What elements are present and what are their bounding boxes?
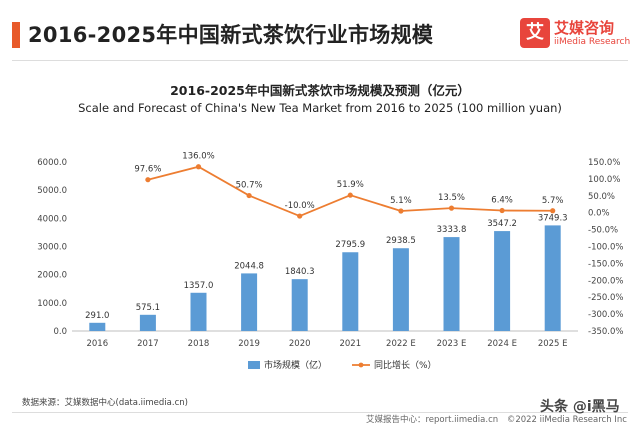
growth-point <box>347 192 353 198</box>
growth-line <box>147 165 553 218</box>
growth-point <box>297 213 303 219</box>
iimedia-logo: 艾 艾媒咨询 iiMedia Research <box>520 16 632 52</box>
y-right-tick-label: -150.0% <box>588 259 623 269</box>
x-tick-label: 2022 E <box>386 339 416 349</box>
growth-data-label: 51.9% <box>337 180 364 190</box>
y-left-tick-label: 6000.0 <box>37 158 67 168</box>
footer-report-center[interactable]: 艾媒报告中心：report.iimedia.cn <box>366 415 499 425</box>
bar-data-label: 3333.8 <box>437 225 467 235</box>
legend-bar-label: 市场规模（亿） <box>264 359 327 371</box>
y-left-tick-label: 3000.0 <box>37 243 67 253</box>
x-tick-label: 2017 <box>137 339 159 349</box>
x-tick-label: 2016 <box>86 339 108 349</box>
y-right-tick-label: 150.0% <box>588 158 620 168</box>
growth-data-label: 136.0% <box>182 152 214 162</box>
y-left-tick-label: 2000.0 <box>37 271 67 281</box>
y-left-tick-label: 4000.0 <box>37 214 67 224</box>
chart-subtitle: Scale and Forecast of China's New Tea Ma… <box>78 101 562 115</box>
growth-point <box>499 207 505 214</box>
chart-title: 2016-2025年中国新式茶饮市场规模及预测（亿元） <box>170 83 470 98</box>
logo-mark-icon: 艾 <box>520 18 550 48</box>
header-divider <box>12 60 628 61</box>
growth-data-label: 6.4% <box>491 196 513 206</box>
bar <box>342 252 359 331</box>
growth-point <box>398 208 404 214</box>
growth-data-label: 97.6% <box>134 165 161 175</box>
legend-bar-swatch <box>248 361 260 369</box>
bar <box>89 322 106 331</box>
bar-data-label: 2938.5 <box>386 236 416 246</box>
y-right-tick-label: 100.0% <box>588 175 620 185</box>
growth-data-label: 5.1% <box>390 196 412 206</box>
bar-data-label: 2795.9 <box>335 240 365 250</box>
x-tick-label: 2024 E <box>487 339 517 349</box>
growth-data-label: 5.7% <box>542 196 564 206</box>
y-right-tick-label: 0.0% <box>588 209 610 219</box>
bar <box>190 292 207 331</box>
y-right-tick-label: -350.0% <box>588 327 623 337</box>
bar <box>241 273 258 331</box>
x-tick-label: 2023 E <box>437 339 467 349</box>
source-note: 数据来源：艾媒数据中心(data.iimedia.cn) <box>22 398 188 408</box>
bar-data-label: 1357.0 <box>184 281 214 291</box>
legend-line-label: 同比增长（%） <box>374 359 437 371</box>
bar <box>443 237 460 331</box>
growth-point <box>448 205 455 211</box>
legend-line-marker <box>358 362 364 368</box>
footer: 艾媒报告中心：report.iimedia.cn ©2022 iiMedia R… <box>366 413 633 425</box>
y-left-tick-label: 5000.0 <box>37 186 67 196</box>
page-title: 2016-2025年中国新式茶饮行业市场规模 <box>28 23 434 47</box>
bar-data-label: 2044.8 <box>234 261 264 271</box>
y-right-tick-label: -200.0% <box>588 276 623 286</box>
y-right-tick-label: -250.0% <box>588 293 623 303</box>
y-left-tick-label: 0.0 <box>53 327 67 337</box>
growth-point <box>246 192 252 199</box>
growth-data-label: -10.0% <box>285 201 315 211</box>
y-right-tick-label: 50.0% <box>588 192 615 202</box>
bar <box>544 225 561 331</box>
x-tick-label: 2025 E <box>538 339 568 349</box>
bar-data-label: 291.0 <box>85 311 109 321</box>
bar-data-label: 3749.3 <box>538 213 568 223</box>
y-right-tick-label: -50.0% <box>588 226 618 236</box>
y-left-tick-label: 1000.0 <box>37 299 67 309</box>
title-accent-bar <box>12 22 20 48</box>
growth-point <box>550 208 556 214</box>
bar <box>392 248 409 331</box>
footer-divider <box>12 412 628 413</box>
growth-data-label: 50.7% <box>236 181 263 191</box>
bar <box>139 314 156 331</box>
x-tick-label: 2018 <box>188 339 210 349</box>
bar <box>291 279 308 331</box>
footer-copyright: ©2022 iiMedia Research Inc <box>506 415 627 425</box>
bar <box>494 231 511 331</box>
bar-data-label: 575.1 <box>136 303 160 313</box>
watermark: 头条 @i黑马 <box>540 399 620 415</box>
logo-text-en: iiMedia Research <box>554 37 631 47</box>
bar-data-label: 1840.3 <box>285 267 315 277</box>
logo-text-cn: 艾媒咨询 <box>554 19 615 37</box>
x-tick-label: 2020 <box>289 339 311 349</box>
growth-data-label: 13.5% <box>438 193 465 203</box>
bar-data-label: 3547.2 <box>487 219 517 229</box>
y-right-tick-label: -300.0% <box>588 310 623 320</box>
y-right-tick-label: -100.0% <box>588 243 623 253</box>
x-tick-label: 2021 <box>339 339 361 349</box>
x-tick-label: 2019 <box>238 339 260 349</box>
growth-point <box>195 164 202 170</box>
growth-point <box>145 177 151 183</box>
combo-chart: 0.0 1000.0 2000.0 3000.0 4000.0 5000.0 6000.0 -… <box>37 152 623 371</box>
